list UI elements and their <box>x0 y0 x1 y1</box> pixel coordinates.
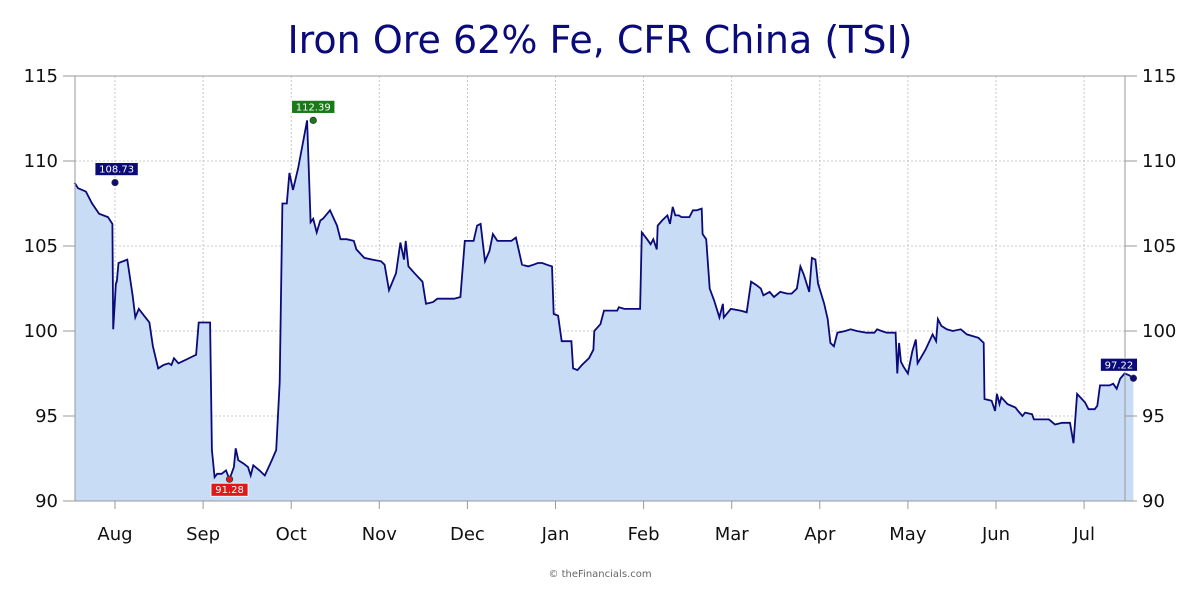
max-badge-label: 112.39 <box>296 102 331 113</box>
y-tick-label-left: 110 <box>24 151 58 172</box>
y-tick-label-left: 95 <box>35 406 58 427</box>
y-tick-label-left: 100 <box>24 321 58 342</box>
x-tick-label-dec: Dec <box>450 524 485 545</box>
start-marker <box>111 178 119 187</box>
y-tick-label-right: 105 <box>1142 236 1176 257</box>
max-marker <box>309 116 317 124</box>
end-badge <box>1100 357 1138 372</box>
end-marker <box>1129 374 1138 382</box>
x-tick-label-sep: Sep <box>186 524 220 545</box>
credit-text: © theFinancials.com <box>548 569 652 580</box>
axes <box>63 75 1137 509</box>
chart-title: Iron Ore 62% Fe, CFR China (TSI) <box>287 18 913 62</box>
price-area <box>74 120 1134 502</box>
max-badge <box>291 99 336 114</box>
plot-frame <box>74 75 1126 502</box>
x-tick-label-jan: Jan <box>541 524 570 545</box>
y-tick-label-left: 115 <box>24 66 58 87</box>
y-tick-label-left: 90 <box>35 491 58 512</box>
y-tick-label-right: 100 <box>1142 321 1176 342</box>
x-tick-label-jun: Jun <box>981 524 1010 545</box>
min-badge-label: 91.28 <box>215 485 244 496</box>
x-tick-label-oct: Oct <box>276 524 307 545</box>
end-badge-label: 97.22 <box>1105 360 1134 371</box>
x-tick-label-feb: Feb <box>628 524 660 545</box>
y-tick-label-left: 105 <box>24 236 58 257</box>
min-marker <box>225 475 234 483</box>
x-tick-label-may: May <box>889 524 927 545</box>
y-tick-label-right: 115 <box>1142 66 1176 87</box>
tick-labels: 90 90 95 95 100 100 105 105 110 110 115 115 Aug Sep Oc… <box>24 66 1177 545</box>
min-badge <box>210 482 249 497</box>
x-tick-label-jul: Jul <box>1072 524 1095 545</box>
y-tick-label-right: 110 <box>1142 151 1176 172</box>
x-tick-label-nov: Nov <box>362 524 397 545</box>
x-tick-label-apr: Apr <box>804 524 836 545</box>
annotations: 108.73 112.39 91.28 97.22 <box>94 99 1138 497</box>
x-tick-label-mar: Mar <box>715 524 750 545</box>
y-tick-label-right: 95 <box>1142 406 1165 427</box>
y-tick-label-right: 90 <box>1142 491 1165 512</box>
x-tick-label-aug: Aug <box>97 524 132 545</box>
start-badge <box>94 162 139 176</box>
start-badge-label: 108.73 <box>99 165 134 176</box>
price-line <box>73 120 1134 482</box>
